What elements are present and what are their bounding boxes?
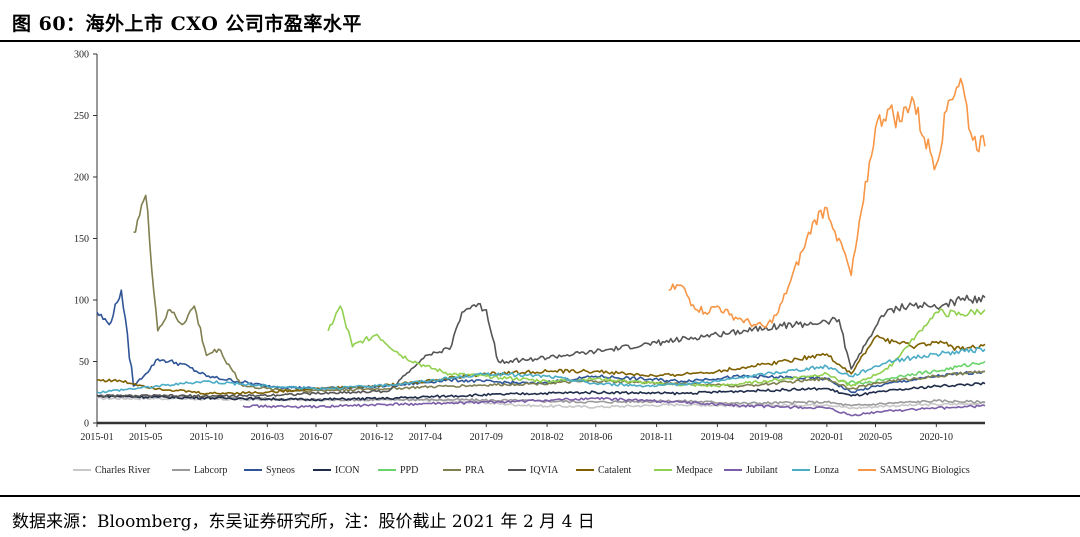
x-tick-label: 2020-01 bbox=[810, 432, 843, 443]
legend-label: PRA bbox=[465, 465, 485, 476]
chart-legend: Charles River Labcorp Syneos ICON PPD PRA IQVI… bbox=[73, 465, 970, 476]
legend-label: Lonza bbox=[814, 465, 840, 476]
x-tick-label: 2020-10 bbox=[920, 432, 953, 443]
y-tick-label: 150 bbox=[74, 234, 89, 245]
x-tick-label: 2018-02 bbox=[530, 432, 563, 443]
y-tick-label: 250 bbox=[74, 111, 89, 122]
chart-axes: 0 50 100 150 200 250 300 2015-01 2015-05 2015-10 2… bbox=[74, 50, 985, 443]
legend-label: PPD bbox=[400, 465, 418, 476]
y-tick-label: 50 bbox=[79, 357, 89, 368]
legend-label: ICON bbox=[335, 465, 359, 476]
x-tick-label: 2015-05 bbox=[129, 432, 162, 443]
x-tick-label: 2018-11 bbox=[640, 432, 673, 443]
y-tick-label: 200 bbox=[74, 173, 89, 184]
y-tick-label: 100 bbox=[74, 296, 89, 307]
x-tick-label: 2016-12 bbox=[360, 432, 393, 443]
series-line-icon bbox=[96, 381, 986, 402]
legend-label: Jubilant bbox=[746, 465, 778, 476]
page-title: 图 60：海外上市 CXO 公司市盈率水平 bbox=[12, 13, 362, 35]
legend-label: SAMSUNG Biologics bbox=[880, 465, 970, 476]
legend-label: Medpace bbox=[676, 465, 713, 476]
legend-label: Labcorp bbox=[194, 465, 227, 476]
legend-label: IQVIA bbox=[530, 465, 559, 476]
source-note: 数据来源：Bloomberg，东吴证券研究所，注：股价截止 2021 年 2 月… bbox=[12, 512, 595, 532]
series-line-medpace bbox=[327, 305, 986, 388]
x-tick-label: 2017-09 bbox=[470, 432, 503, 443]
title-bar: 图 60：海外上市 CXO 公司市盈率水平 bbox=[0, 0, 1080, 42]
x-tick-label: 2020-05 bbox=[859, 432, 892, 443]
x-tick-label: 2019-08 bbox=[749, 432, 782, 443]
series-line-syneos bbox=[96, 289, 986, 394]
y-tick-label: 300 bbox=[74, 50, 89, 61]
series-line-catalent bbox=[97, 334, 986, 396]
x-tick-label: 2016-03 bbox=[251, 432, 284, 443]
y-tick-label: 0 bbox=[84, 419, 89, 430]
pe-ratio-line-chart: 0 50 100 150 200 250 300 2015-01 2015-05 2015-10 2… bbox=[73, 50, 986, 476]
series-line-ppd bbox=[838, 360, 986, 385]
series-line-lonza bbox=[96, 346, 986, 394]
bottom-divider bbox=[0, 495, 1080, 497]
legend-label: Syneos bbox=[266, 465, 295, 476]
top-divider bbox=[0, 40, 1080, 42]
x-tick-label: 2015-10 bbox=[190, 432, 223, 443]
x-tick-label: 2016-07 bbox=[299, 432, 332, 443]
series-line-jubilant bbox=[242, 396, 986, 417]
series-line-samsung-biologics bbox=[668, 77, 986, 328]
series-line-pra bbox=[133, 194, 986, 393]
chart-series bbox=[96, 77, 986, 417]
x-tick-label: 2019-04 bbox=[701, 432, 734, 443]
x-tick-label: 2017-04 bbox=[409, 432, 442, 443]
legend-label: Catalent bbox=[598, 465, 632, 476]
x-tick-label: 2018-06 bbox=[579, 432, 612, 443]
x-tick-label: 2015-01 bbox=[80, 432, 113, 443]
series-line-iqvia bbox=[96, 294, 986, 399]
legend-label: Charles River bbox=[95, 465, 151, 476]
